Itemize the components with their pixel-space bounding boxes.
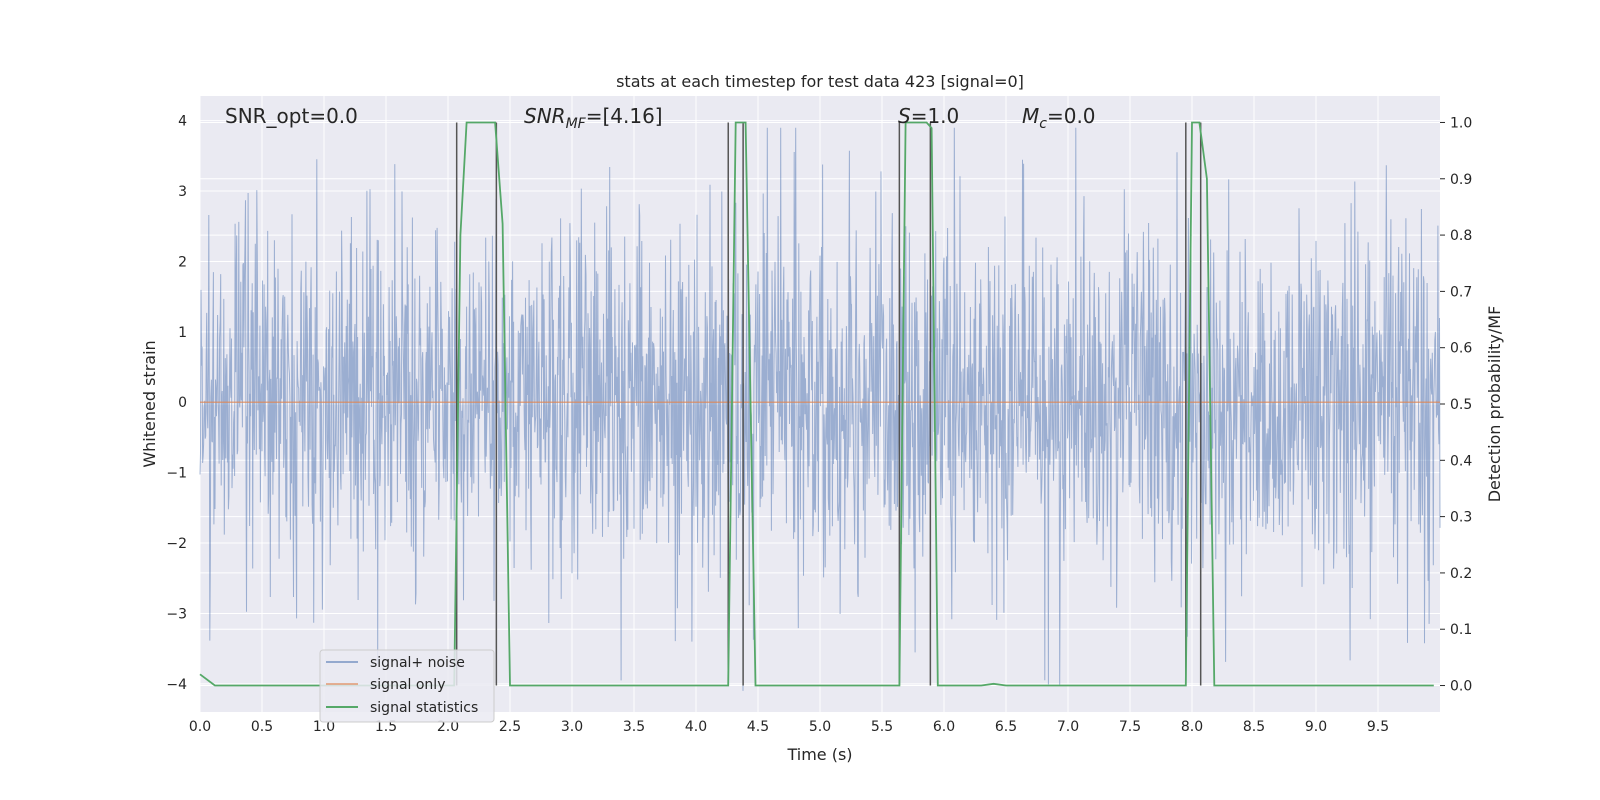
x-tick-label: 5.5	[871, 719, 893, 735]
y2-axis-ticks: 0.0 0.1 0.2 0.3 0.4 0.5 0.6 0.7 0.8 0.9 1.0	[1440, 115, 1472, 695]
annotation-s: S=1.0	[898, 104, 959, 128]
legend-label-signal-only: signal only	[370, 677, 445, 693]
legend-label-noise: signal+ noise	[370, 655, 465, 671]
y-tick-label: −3	[166, 606, 187, 622]
y2-axis-label: Detection probability/MF	[1485, 306, 1504, 503]
x-axis-label: Time (s)	[786, 745, 852, 764]
vertical-markers	[455, 122, 1202, 686]
x-axis-ticks: 0.0 0.5 1.0 1.5 2.0 2.5 3.0 3.5 4.0 4.5 5.0 5.5 6.0 6…	[189, 719, 1389, 735]
y-axis-ticks: −4 −3 −2 −1 0 1 2 3 4	[166, 114, 187, 693]
y-tick-label: −4	[166, 677, 187, 693]
x-tick-label: 3.0	[561, 719, 583, 735]
y-tick-label: 2	[178, 254, 187, 270]
y-tick-label: −1	[166, 466, 187, 482]
y2-tick-label: 0.4	[1450, 453, 1472, 469]
series-signal-statistics	[199, 121, 1434, 687]
x-tick-label: 4.5	[747, 719, 769, 735]
x-tick-label: 6.0	[933, 719, 955, 735]
y2-tick-label: 0.6	[1450, 341, 1472, 357]
x-tick-label: 2.0	[437, 719, 459, 735]
legend: signal+ noise signal only signal statist…	[319, 649, 495, 723]
x-tick-label: 2.5	[499, 719, 521, 735]
y2-tick-label: 0.5	[1450, 397, 1472, 413]
annotation-mc: Mc=0.0	[1022, 104, 1096, 132]
x-tick-label: 9.5	[1367, 719, 1389, 735]
x-tick-label: 7.0	[1057, 719, 1079, 735]
x-tick-label: 6.5	[995, 719, 1017, 735]
x-tick-label: 8.5	[1243, 719, 1265, 735]
y-tick-label: −2	[166, 536, 187, 552]
legend-box	[319, 649, 495, 723]
y2-tick-label: 0.2	[1450, 566, 1472, 582]
x-tick-label: 5.0	[809, 719, 831, 735]
y2-tick-label: 1.0	[1450, 115, 1472, 131]
y-tick-label: 4	[178, 114, 187, 130]
x-tick-label: 4.0	[685, 719, 707, 735]
x-tick-label: 3.5	[623, 719, 645, 735]
annotation-snr-opt: SNR_opt=0.0	[225, 104, 358, 128]
y2-tick-label: 0.9	[1450, 172, 1472, 188]
series-signal-noise	[199, 127, 1441, 691]
legend-label-statistics: signal statistics	[370, 700, 478, 716]
chart-title: stats at each timestep for test data 423…	[616, 72, 1024, 91]
x-tick-label: 9.0	[1305, 719, 1327, 735]
x-tick-label: 8.0	[1181, 719, 1203, 735]
y-tick-label: 3	[178, 184, 187, 200]
x-tick-label: 0.5	[251, 719, 273, 735]
x-tick-label: 7.5	[1119, 719, 1141, 735]
x-tick-label: 0.0	[189, 719, 211, 735]
y2-tick-label: 0.0	[1450, 679, 1472, 695]
signal-noise-line	[199, 127, 1441, 691]
y-tick-label: 0	[178, 395, 187, 411]
x-tick-label: 1.0	[313, 719, 335, 735]
y2-tick-label: 0.8	[1450, 228, 1472, 244]
y2-tick-label: 0.1	[1450, 622, 1472, 638]
annotation-snr-mf: SNRMF=[4.16]	[524, 104, 663, 132]
y-axis-label: Whitened strain	[140, 340, 159, 467]
signal-statistics-line	[199, 121, 1434, 687]
y2-tick-label: 0.7	[1450, 284, 1472, 300]
y-tick-label: 1	[178, 325, 187, 341]
y2-tick-label: 0.3	[1450, 510, 1472, 526]
x-tick-label: 1.5	[375, 719, 397, 735]
